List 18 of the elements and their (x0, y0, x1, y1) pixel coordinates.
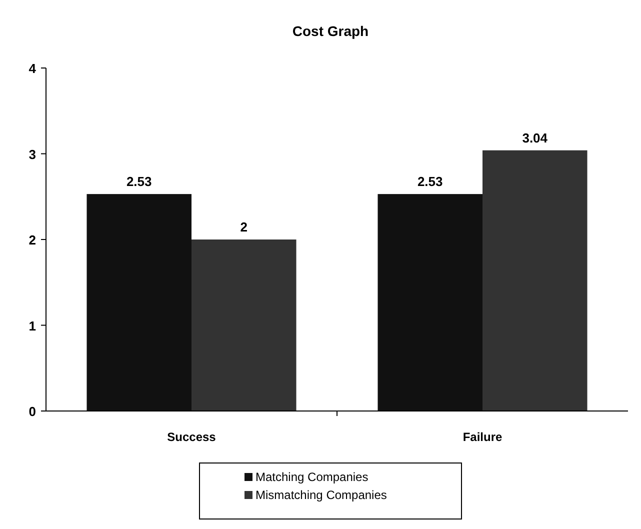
data-label: 3.04 (522, 130, 548, 146)
y-tick-label: 1 (28, 318, 36, 334)
y-tick-label: 3 (28, 146, 36, 162)
bar (192, 240, 296, 411)
bar (482, 150, 588, 411)
legend-label: Mismatching Companies (256, 488, 387, 502)
y-tick-label: 2 (28, 232, 36, 248)
x-tick-label: Success (167, 430, 216, 444)
x-tick-label: Failure (462, 430, 502, 444)
legend-label: Matching Companies (256, 470, 368, 484)
y-tick-label: 0 (28, 404, 36, 419)
data-label: 2 (240, 220, 248, 234)
chart-title: Cost Graph (292, 23, 369, 39)
data-label: 2.53 (417, 174, 443, 190)
data-label: 2.53 (126, 174, 152, 190)
y-tick-label: 4 (28, 61, 37, 76)
bar (378, 194, 482, 411)
bar (86, 194, 192, 411)
